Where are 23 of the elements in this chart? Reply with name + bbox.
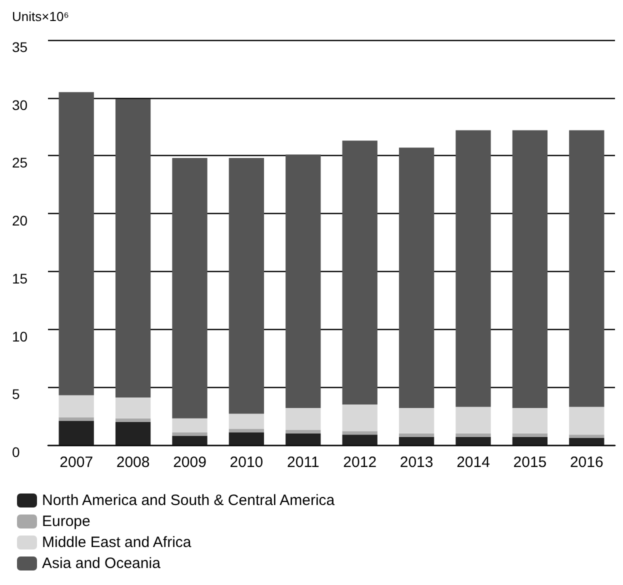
y-tick-label: 0: [12, 444, 20, 460]
legend-label: Middle East and Africa: [42, 534, 192, 551]
legend-label: Asia and Oceania: [42, 555, 162, 572]
x-tick-label: 2013: [400, 454, 434, 471]
x-tick-label: 2009: [173, 454, 206, 471]
x-tick-label: 2007: [60, 454, 94, 471]
x-tick-label: 2011: [287, 454, 320, 471]
y-tick-label: 25: [12, 154, 28, 171]
x-tick-label: 2015: [513, 454, 547, 471]
y-tick-label: 15: [12, 270, 28, 286]
legend-label: North America and South & Central America: [42, 492, 336, 509]
y-axis-title: Units×10⁶: [12, 9, 70, 24]
y-tick-label: 30: [12, 96, 28, 113]
x-tick-label: 2012: [343, 454, 377, 471]
y-tick-label: 35: [12, 39, 28, 55]
legend-label: Europe: [42, 513, 90, 530]
y-tick-label: 20: [12, 212, 28, 229]
x-tick-label: 2008: [116, 454, 150, 471]
x-tick-label: 2016: [570, 454, 604, 471]
x-tick-label: 2014: [456, 454, 490, 471]
x-tick-label: 2010: [230, 454, 264, 471]
y-tick-label: 10: [12, 328, 28, 344]
y-tick-label: 5: [12, 386, 20, 402]
